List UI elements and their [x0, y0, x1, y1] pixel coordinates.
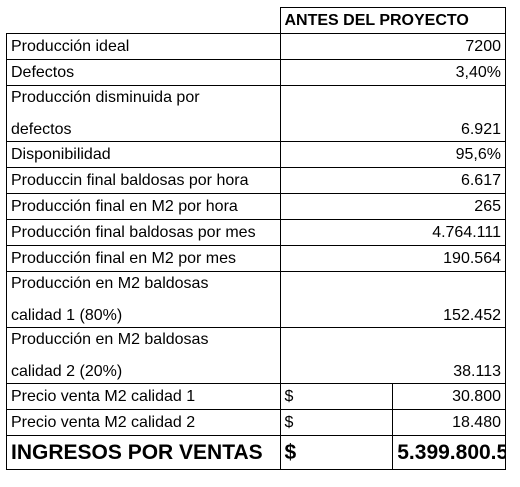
row-label: Producción disminuida por defectos [6, 85, 281, 142]
row-value: 6.617 [279, 167, 506, 194]
table-row: Disponibilidad 95,6% [6, 141, 506, 168]
row-value: 7200 [279, 33, 506, 60]
table-row: Producción ideal 7200 [6, 33, 506, 60]
table-row: Precio venta M2 calidad 2 $ 18.480 [6, 409, 506, 436]
row-label-line2: defectos [11, 121, 72, 138]
table-row: Produccin final baldosas por hora 6.617 [6, 167, 506, 194]
table-row: Producción final en M2 por hora 265 [6, 193, 506, 220]
header-empty-cell [6, 7, 281, 34]
total-row: INGRESOS POR VENTAS $ 5.399.800.560 [6, 435, 506, 470]
header-row: ANTES DEL PROYECTO [6, 7, 506, 34]
currency-symbol: $ [279, 409, 394, 436]
currency-symbol: $ [279, 383, 394, 410]
row-value: 30.800 [392, 383, 506, 410]
column-header: ANTES DEL PROYECTO [279, 7, 506, 34]
row-value: 18.480 [392, 409, 506, 436]
total-currency-symbol: $ [279, 435, 394, 470]
table-row: Producción disminuida por defectos 6.921 [6, 85, 506, 142]
row-value: 6.921 [279, 85, 506, 142]
table-row: Producción final en M2 por mes 190.564 [6, 245, 506, 272]
row-label-line2: calidad 2 (20%) [11, 363, 123, 380]
table-row: Producción en M2 baldosas calidad 2 (20%… [6, 327, 506, 384]
table-row: Defectos 3,40% [6, 59, 506, 86]
table-row: Producción en M2 baldosas calidad 1 (80%… [6, 271, 506, 328]
row-label: Produccin final baldosas por hora [6, 167, 281, 194]
income-table: ANTES DEL PROYECTO Producción ideal 7200… [6, 7, 506, 470]
row-label: Producción en M2 baldosas calidad 2 (20%… [6, 327, 281, 384]
row-label: Defectos [6, 59, 281, 86]
row-label: Producción final en M2 por mes [6, 245, 281, 272]
total-label: INGRESOS POR VENTAS [6, 435, 281, 470]
table-row: Producción final baldosas por mes 4.764.… [6, 219, 506, 246]
row-label-line2: calidad 1 (80%) [11, 307, 123, 324]
row-value: 38.113 [279, 327, 506, 384]
row-value: 95,6% [279, 141, 506, 168]
row-value: 3,40% [279, 59, 506, 86]
total-value: 5.399.800.560 [392, 435, 506, 470]
row-value: 152.452 [279, 271, 506, 328]
row-label: Producción en M2 baldosas calidad 1 (80%… [6, 271, 281, 328]
row-label-line1: Producción disminuida por [11, 89, 200, 106]
row-label: Disponibilidad [6, 141, 281, 168]
row-label: Precio venta M2 calidad 1 [6, 383, 281, 410]
row-label-line1: Producción en M2 baldosas [11, 331, 209, 348]
table-row: Precio venta M2 calidad 1 $ 30.800 [6, 383, 506, 410]
row-label: Producción final baldosas por mes [6, 219, 281, 246]
row-value: 265 [279, 193, 506, 220]
row-label: Producción final en M2 por hora [6, 193, 281, 220]
row-value: 190.564 [279, 245, 506, 272]
row-label: Precio venta M2 calidad 2 [6, 409, 281, 436]
row-label-line1: Producción en M2 baldosas [11, 275, 209, 292]
row-value: 4.764.111 [279, 219, 506, 246]
row-label: Producción ideal [6, 33, 281, 60]
